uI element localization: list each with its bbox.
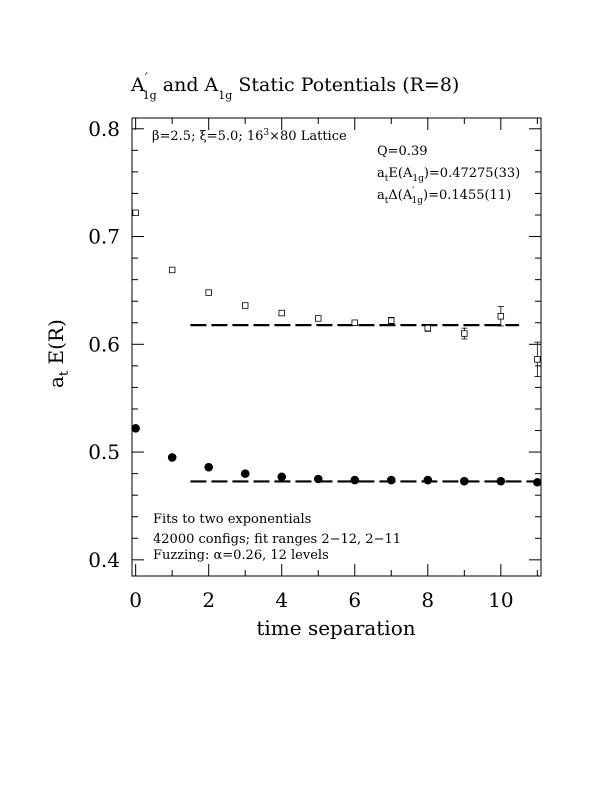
delta-annotation: atΔ(A′ 1g)=0.1455(11) <box>377 186 511 206</box>
data-point-circle <box>131 424 140 433</box>
data-point-square <box>351 319 358 326</box>
data-point-square <box>168 266 176 274</box>
y-tick-label: 0.5 <box>88 440 120 464</box>
fits-annotation: Fits to two exponentials <box>153 512 311 527</box>
y-tick-label: 0.6 <box>88 332 120 356</box>
data-point-circle <box>167 453 177 462</box>
data-point-square <box>534 356 541 363</box>
x-tick-label: 4 <box>275 588 288 612</box>
x-tick-label: 10 <box>488 588 513 612</box>
data-point-circle <box>313 474 323 484</box>
data-point-circle <box>423 475 433 485</box>
data-point-square <box>205 289 212 296</box>
data-point-circle <box>533 477 542 487</box>
data-point-square <box>278 309 285 317</box>
data-point-square <box>242 302 249 309</box>
x-tick-label: 2 <box>202 588 215 612</box>
x-tick-labels: 0 2 4 6 8 10 <box>129 588 513 612</box>
lattice-annotation: β=2.5; ξ=5.0; 163×80 Lattice <box>152 128 347 144</box>
y-axis-title: at E(R) <box>44 319 72 388</box>
x-axis-title: time separation <box>256 616 415 640</box>
y-tick-labels: 0.4 0.5 0.6 0.7 0.8 <box>88 117 120 572</box>
data-point-square <box>461 330 468 337</box>
plot-frame <box>131 117 542 577</box>
data-point-square <box>497 313 505 320</box>
data-point-square <box>424 324 431 332</box>
data-point-circle <box>350 475 360 485</box>
data-point-circle <box>386 475 396 485</box>
data-point-square <box>388 317 395 324</box>
configs-annotation: 42000 configs; fit ranges 2−12, 2−11 <box>153 532 401 547</box>
y-tick-label: 0.8 <box>88 117 120 141</box>
y-tick-label: 0.7 <box>88 225 120 249</box>
x-tick-label: 0 <box>129 588 142 612</box>
data-point-circle <box>204 462 213 472</box>
data-point-square <box>315 315 322 322</box>
data-point-circle <box>277 472 287 482</box>
energy-annotation: atE(A1g)=0.47275(33) <box>377 166 520 184</box>
fuzzing-annotation: Fuzzing: α=0.26, 12 levels <box>153 548 329 563</box>
data-point-circle <box>460 476 469 486</box>
chart-title: A′ 1g and A1g Static Potentials (R=8) <box>130 71 459 102</box>
x-tick-label: 8 <box>421 588 434 612</box>
x-tick-label: 6 <box>348 588 361 612</box>
y-tick-label: 0.4 <box>88 548 120 572</box>
data-point-circle <box>496 476 506 486</box>
axis-ticks <box>132 118 541 576</box>
data-series <box>131 209 542 487</box>
data-point-square <box>132 209 139 217</box>
data-point-circle <box>240 469 250 478</box>
q-annotation: Q=0.39 <box>377 144 428 159</box>
fit-lines <box>190 324 538 483</box>
